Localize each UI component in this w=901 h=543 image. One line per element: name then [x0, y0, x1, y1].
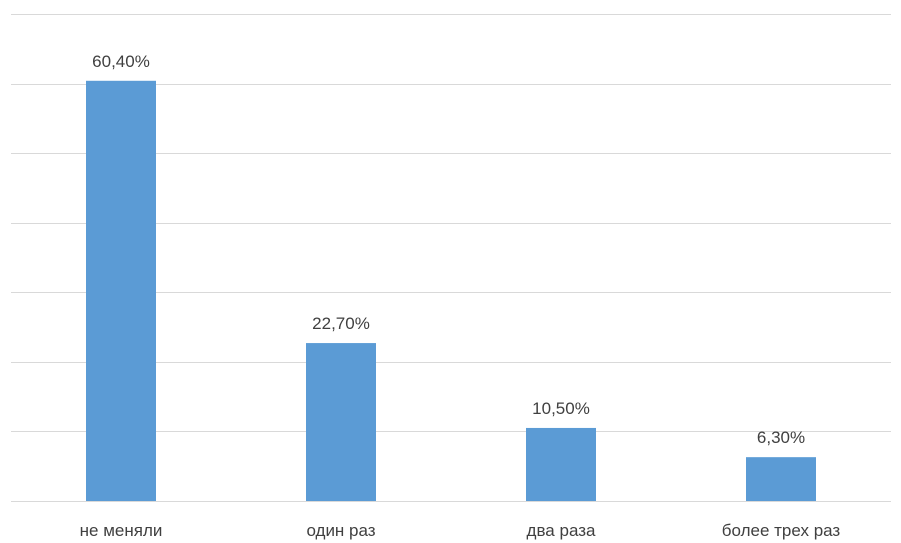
bar: [306, 343, 376, 501]
x-tick-label: не меняли: [80, 521, 163, 540]
data-label: 6,30%: [757, 428, 805, 447]
data-label: 10,50%: [532, 399, 590, 418]
bar: [526, 427, 596, 501]
data-labels: 60,40% 22,70% 10,50% 6,30%: [92, 52, 805, 447]
x-tick-label: более трех раз: [722, 521, 841, 540]
x-axis-tick-labels: не меняли один раз два раза более трех раз: [80, 521, 841, 540]
x-tick-label: два раза: [527, 521, 596, 540]
bar: [86, 80, 156, 501]
x-tick-label: один раз: [306, 521, 375, 540]
data-label: 60,40%: [92, 52, 150, 71]
data-label: 22,70%: [312, 314, 370, 333]
bars: [86, 80, 816, 501]
gridlines: [11, 14, 891, 502]
bar: [746, 457, 816, 501]
